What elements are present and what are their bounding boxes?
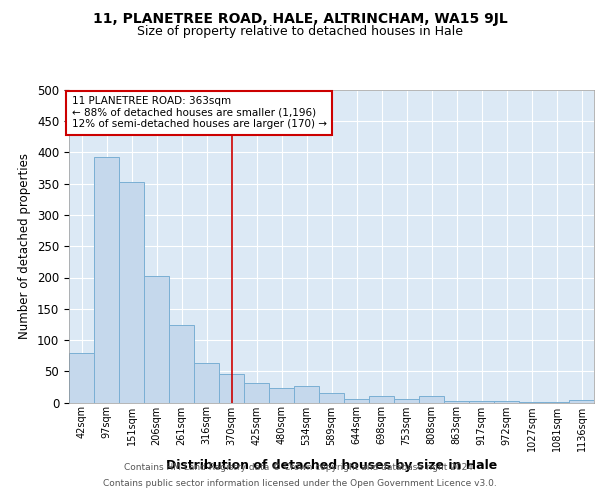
Bar: [294, 386, 319, 402]
X-axis label: Distribution of detached houses by size in Hale: Distribution of detached houses by size …: [166, 459, 497, 472]
Bar: [244, 382, 269, 402]
Bar: [569, 400, 594, 402]
Bar: [319, 392, 344, 402]
Bar: [369, 396, 394, 402]
Bar: [94, 157, 119, 402]
Bar: [344, 399, 369, 402]
Bar: [144, 276, 169, 402]
Bar: [494, 401, 519, 402]
Text: Contains HM Land Registry data © Crown copyright and database right 2024.: Contains HM Land Registry data © Crown c…: [124, 464, 476, 472]
Bar: [469, 401, 494, 402]
Text: 11 PLANETREE ROAD: 363sqm
← 88% of detached houses are smaller (1,196)
12% of se: 11 PLANETREE ROAD: 363sqm ← 88% of detac…: [71, 96, 326, 130]
Y-axis label: Number of detached properties: Number of detached properties: [19, 153, 31, 339]
Bar: [194, 363, 219, 403]
Bar: [394, 399, 419, 402]
Text: 11, PLANETREE ROAD, HALE, ALTRINCHAM, WA15 9JL: 11, PLANETREE ROAD, HALE, ALTRINCHAM, WA…: [92, 12, 508, 26]
Text: Size of property relative to detached houses in Hale: Size of property relative to detached ho…: [137, 25, 463, 38]
Bar: [119, 182, 144, 402]
Bar: [169, 325, 194, 402]
Text: Contains public sector information licensed under the Open Government Licence v3: Contains public sector information licen…: [103, 478, 497, 488]
Bar: [219, 374, 244, 402]
Bar: [269, 388, 294, 402]
Bar: [444, 400, 469, 402]
Bar: [69, 352, 94, 403]
Bar: [419, 396, 444, 402]
